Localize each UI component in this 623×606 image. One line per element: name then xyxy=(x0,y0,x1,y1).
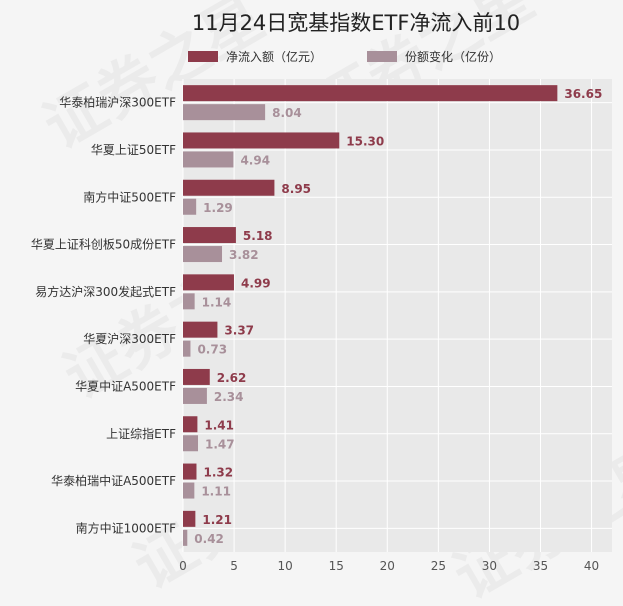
x-tick-label: 40 xyxy=(584,559,599,573)
category-label: 华夏中证A500ETF xyxy=(75,378,176,393)
bar-net-inflow xyxy=(183,510,196,527)
x-tick-label: 35 xyxy=(533,559,548,573)
data-label-net-inflow: 36.65 xyxy=(564,87,602,101)
x-tick-label: 10 xyxy=(278,559,293,573)
data-label-net-inflow: 8.95 xyxy=(281,182,311,196)
data-label-share-change: 1.47 xyxy=(205,437,235,451)
legend-label-share-change: 份额变化（亿份） xyxy=(405,49,501,64)
bar-share-change xyxy=(183,198,197,215)
data-label-net-inflow: 1.41 xyxy=(204,418,234,432)
category-label: 华夏沪深300ETF xyxy=(83,332,176,346)
bar-share-change xyxy=(183,340,191,357)
bar-share-change xyxy=(183,529,188,546)
category-label: 上证综指ETF xyxy=(106,426,176,441)
data-label-net-inflow: 2.62 xyxy=(217,371,247,385)
legend-swatch-share-change xyxy=(367,51,397,62)
bar-share-change xyxy=(183,246,223,263)
data-label-share-change: 0.73 xyxy=(197,343,227,357)
bar-share-change xyxy=(183,435,199,452)
legend-label-net-inflow: 净流入额（亿元） xyxy=(226,49,322,64)
data-label-share-change: 2.34 xyxy=(214,390,244,404)
data-label-share-change: 8.04 xyxy=(272,106,302,120)
bar-net-inflow xyxy=(183,179,275,196)
category-label: 华泰柏瑞中证A500ETF xyxy=(51,473,176,488)
data-label-share-change: 0.42 xyxy=(194,532,224,546)
data-label-share-change: 1.14 xyxy=(202,295,232,309)
x-tick-label: 0 xyxy=(179,559,187,573)
chart-title: 11月24日宽基指数ETF净流入前10 xyxy=(192,11,520,35)
data-label-net-inflow: 3.37 xyxy=(224,324,254,338)
x-axis-ticks: 0 5 10 15 20 25 30 35 40 xyxy=(179,559,599,573)
data-label-share-change: 1.11 xyxy=(201,485,231,499)
data-label-net-inflow: 5.18 xyxy=(243,229,273,243)
data-label-share-change: 1.29 xyxy=(203,201,233,215)
bar-net-inflow xyxy=(183,227,236,244)
category-label: 南方中证1000ETF xyxy=(76,520,176,535)
data-label-share-change: 3.82 xyxy=(229,248,259,262)
bars-layer: 36.65 8.04 15.30 4.94 8.95 1.29 5.18 3.82 4.99 1.… xyxy=(183,85,602,546)
category-label: 华夏上证50ETF xyxy=(91,143,176,157)
bar-share-change xyxy=(183,387,207,404)
bar-net-inflow xyxy=(183,463,197,480)
data-label-share-change: 4.94 xyxy=(240,153,270,167)
category-label: 易方达沪深300发起式ETF xyxy=(35,284,176,299)
category-label: 华夏上证科创板50成份ETF xyxy=(31,238,176,252)
bar-net-inflow xyxy=(183,85,558,102)
category-label: 南方中证500ETF xyxy=(83,189,176,204)
bar-net-inflow xyxy=(183,416,198,433)
legend-swatch-net-inflow xyxy=(188,51,218,62)
bar-share-change xyxy=(183,151,234,168)
x-tick-label: 20 xyxy=(380,559,395,573)
bar-share-change xyxy=(183,482,195,499)
x-tick-label: 30 xyxy=(482,559,497,573)
bar-net-inflow xyxy=(183,368,210,385)
bar-net-inflow xyxy=(183,274,234,291)
bar-share-change xyxy=(183,104,266,121)
data-label-net-inflow: 1.21 xyxy=(202,513,232,527)
bar-share-change xyxy=(183,293,195,310)
legend: 净流入额（亿元） 份额变化（亿份） xyxy=(188,49,501,64)
data-label-net-inflow: 15.30 xyxy=(346,134,384,148)
data-label-net-inflow: 1.32 xyxy=(203,466,233,480)
bar-net-inflow xyxy=(183,321,218,338)
x-tick-label: 5 xyxy=(230,559,238,573)
x-tick-label: 25 xyxy=(431,559,446,573)
category-label: 华泰柏瑞沪深300ETF xyxy=(59,95,176,110)
category-labels: 华泰柏瑞沪深300ETF 华夏上证50ETF 南方中证500ETF 华夏上证科创板50… xyxy=(31,95,176,536)
bar-net-inflow xyxy=(183,132,340,149)
data-label-net-inflow: 4.99 xyxy=(241,276,271,290)
x-tick-label: 15 xyxy=(329,559,344,573)
